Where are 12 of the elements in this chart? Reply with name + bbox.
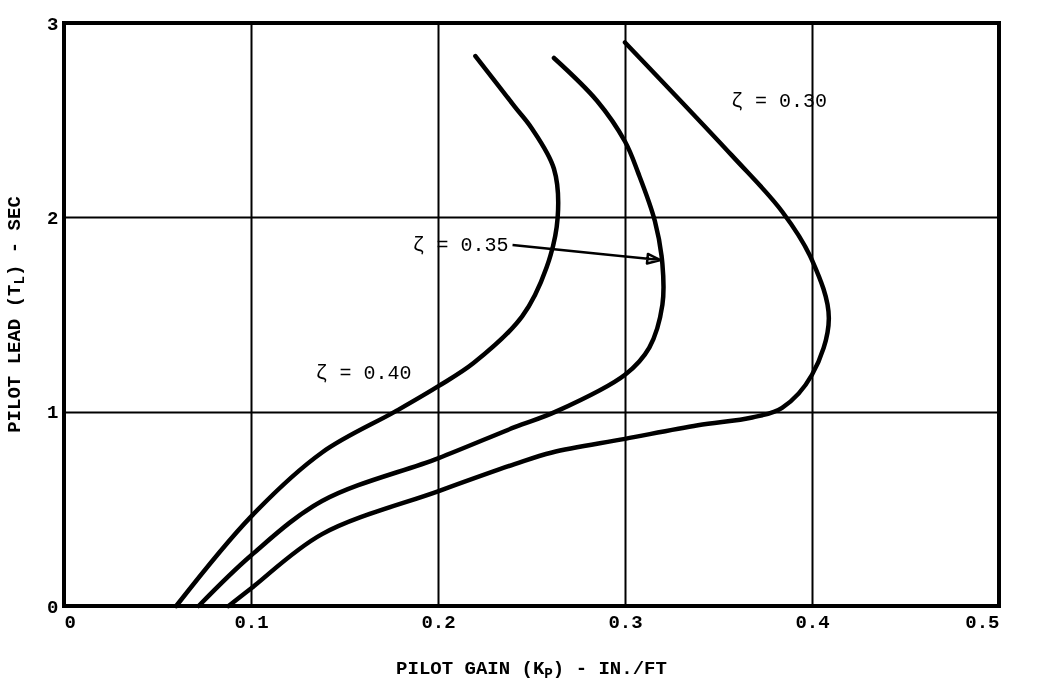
y-tick-label: 0 xyxy=(47,596,59,619)
x-tick-label: 0.5 xyxy=(965,611,1000,634)
y-tick-label: 2 xyxy=(47,207,59,230)
y-tick-label: 1 xyxy=(47,402,59,425)
x-tick-label: 0.4 xyxy=(795,611,830,634)
y-axis-title: PILOT LEAD (TL) - SEC xyxy=(4,196,28,433)
x-tick-label: 0.1 xyxy=(234,611,269,634)
annotation: ζ = 0.40 xyxy=(315,361,412,385)
x-tick-label: 0.2 xyxy=(421,611,456,634)
x-tick-label: 0 xyxy=(64,611,76,634)
x-tick-label: 0.3 xyxy=(608,611,643,634)
y-tick-label: 3 xyxy=(47,13,59,36)
